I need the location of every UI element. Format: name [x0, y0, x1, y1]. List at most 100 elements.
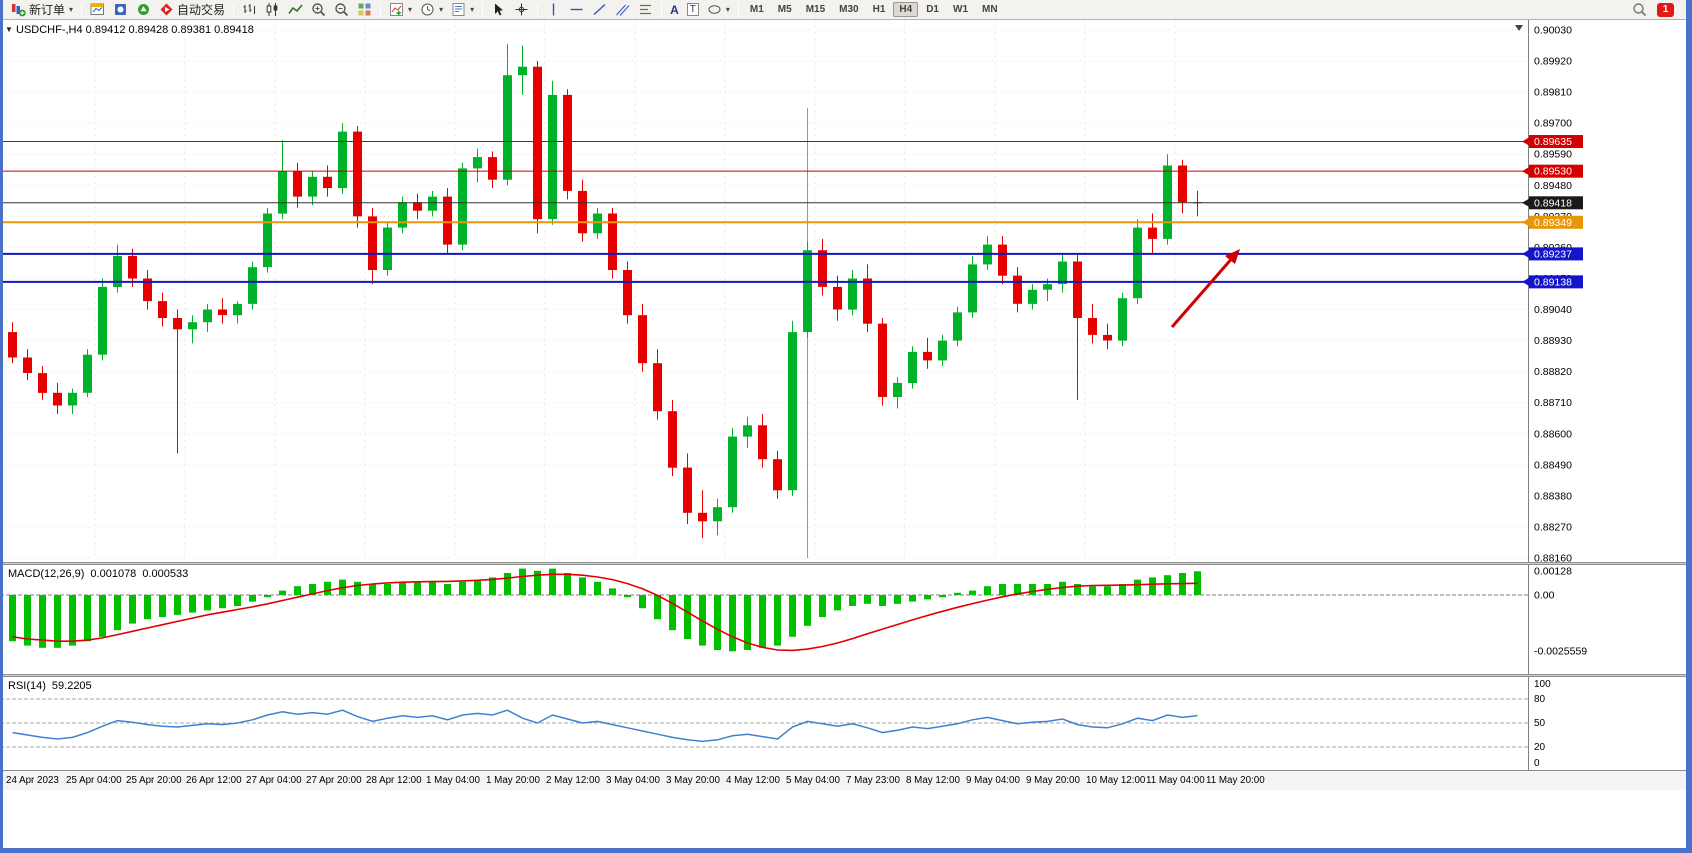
crosshair-icon	[515, 3, 528, 16]
time-label: 27 Apr 20:00	[306, 775, 362, 786]
time-label: 3 May 04:00	[606, 775, 660, 786]
shapes-icon	[708, 5, 721, 14]
svg-text:0.90030: 0.90030	[1534, 25, 1572, 37]
text-tool-button[interactable]: A	[667, 1, 682, 19]
timeframe-h1-button[interactable]: H1	[872, 4, 886, 15]
svg-text:0.89480: 0.89480	[1534, 180, 1572, 192]
time-label: 8 May 12:00	[906, 775, 960, 786]
tile-windows-icon	[358, 3, 371, 16]
notification-badge[interactable]: 1	[1657, 2, 1674, 17]
svg-text:0.89040: 0.89040	[1534, 304, 1572, 316]
search-button[interactable]	[1629, 1, 1650, 19]
time-label: 1 May 20:00	[486, 775, 540, 786]
new-order-icon	[12, 4, 26, 17]
zoom-in-button[interactable]	[308, 1, 329, 19]
time-label: 1 May 04:00	[426, 775, 480, 786]
macd-signal-line	[12, 573, 1198, 652]
timeframe-m30-button[interactable]: M30	[839, 4, 859, 15]
toolbar-separator	[737, 2, 739, 17]
time-axis[interactable]: 24 Apr 2023 25 Apr 04:00 25 Apr 20:00 26 Ap…	[0, 770, 1692, 790]
candles	[8, 44, 1202, 539]
tile-windows-button[interactable]	[354, 1, 375, 19]
market-watch-button[interactable]	[110, 1, 131, 19]
time-label: 26 Apr 12:00	[186, 775, 242, 786]
timeframe-m1-button[interactable]: M1	[749, 4, 764, 15]
pane-divider[interactable]	[0, 562, 1692, 565]
label-tool-button[interactable]: T	[684, 1, 702, 19]
svg-text:0.89700: 0.89700	[1534, 118, 1572, 130]
chart-title: USDCHF-,H4 0.89412 0.89428 0.89381 0.894…	[16, 24, 254, 36]
bar-chart-button[interactable]	[239, 1, 260, 19]
indicators-button[interactable]: ▾	[386, 1, 415, 19]
text-label-icon: T	[686, 3, 699, 16]
time-label: 27 Apr 04:00	[246, 775, 302, 786]
timeframe-m15-button[interactable]: M15	[805, 4, 826, 15]
time-label: 11 May 04:00	[1146, 775, 1205, 786]
svg-text:50: 50	[1534, 718, 1546, 729]
toolbar-separator	[537, 2, 539, 17]
text-icon: A	[670, 2, 679, 17]
zoom-out-icon	[335, 3, 349, 17]
svg-text:0.00: 0.00	[1534, 590, 1555, 602]
timeframe-group: M1 M5 M15 M30 H1 H4 D1 W1 MN	[743, 2, 1005, 17]
svg-text:0.89810: 0.89810	[1534, 87, 1572, 99]
macd-pane[interactable]: 0.00128 0.00 -0.0025559	[0, 565, 1692, 674]
zoom-out-button[interactable]	[331, 1, 352, 19]
vertical-line-tool-button[interactable]	[543, 1, 564, 19]
svg-text:0.00128: 0.00128	[1534, 566, 1572, 578]
timeframe-m5-button[interactable]: M5	[777, 4, 792, 15]
line-chart-button[interactable]	[285, 1, 306, 19]
time-label: 24 Apr 2023	[6, 775, 59, 786]
rsi-line	[12, 709, 1198, 743]
time-label: 11 May 20:00	[1206, 775, 1265, 786]
channel-tool-button[interactable]	[612, 1, 633, 19]
horizontal-line-tool-button[interactable]	[566, 1, 587, 19]
time-label: 7 May 23:00	[846, 775, 900, 786]
charts-window-button[interactable]	[87, 1, 108, 19]
rsi-pane[interactable]: 100 80 50 20 0	[0, 677, 1692, 770]
svg-text:0.89590: 0.89590	[1534, 149, 1572, 161]
main-chart-pane[interactable]: 0.90030 0.89920 0.89810 0.89700 0.89590 0.894…	[0, 20, 1692, 562]
rsi-name: RSI(14)	[8, 680, 46, 692]
horizontal-line-objects	[0, 141, 1528, 283]
toolbar-separator	[482, 2, 484, 17]
timeframe-h4-button[interactable]: H4	[893, 2, 919, 17]
autotrading-icon	[160, 3, 173, 16]
svg-text:0.88380: 0.88380	[1534, 490, 1572, 502]
chevron-down-icon: ▾	[69, 5, 74, 14]
svg-text:0.89349: 0.89349	[1534, 217, 1572, 229]
svg-text:0.88270: 0.88270	[1534, 521, 1572, 533]
templates-button[interactable]: ▾	[448, 1, 477, 19]
periods-button[interactable]: ▾	[417, 1, 446, 19]
bar-chart-icon	[243, 4, 256, 14]
macd-signal-value: 0.000533	[142, 568, 189, 580]
vertical-line-icon	[552, 3, 555, 16]
svg-text:0.88490: 0.88490	[1534, 459, 1572, 471]
market-watch-icon	[115, 4, 127, 15]
price-grid: 0.90030 0.89920 0.89810 0.89700 0.89590 0.894…	[0, 25, 1572, 562]
timeframe-d1-button[interactable]: D1	[926, 4, 939, 15]
svg-text:0.89138: 0.89138	[1534, 276, 1572, 288]
chevron-down-icon: ▾	[725, 5, 730, 14]
shapes-tool-button[interactable]: ▾	[704, 1, 733, 19]
time-label: 5 May 04:00	[786, 775, 840, 786]
trendline-tool-button[interactable]	[589, 1, 610, 19]
chart-collapse-icon[interactable]: ▼	[5, 25, 13, 34]
cursor-button[interactable]	[488, 1, 509, 19]
new-order-button[interactable]: 新订单 ▾	[8, 1, 76, 19]
line-chart-icon	[288, 4, 303, 14]
fibonacci-tool-button[interactable]	[635, 1, 656, 19]
macd-histogram	[9, 568, 1201, 652]
timeframe-w1-button[interactable]: W1	[953, 4, 968, 15]
candlestick-chart-button[interactable]	[262, 1, 283, 19]
horizontal-line-icon	[570, 8, 583, 11]
autotrading-button[interactable]: 自动交易	[156, 1, 228, 19]
pane-divider[interactable]	[0, 674, 1692, 677]
timeframe-mn-button[interactable]: MN	[982, 4, 998, 15]
chevron-down-icon: ▾	[470, 5, 475, 14]
svg-text:0.88600: 0.88600	[1534, 428, 1572, 440]
crosshair-button[interactable]	[511, 1, 532, 19]
data-window-button[interactable]	[133, 1, 154, 19]
trend-arrow-annotation[interactable]	[1170, 249, 1240, 328]
charts-window-icon	[90, 3, 105, 15]
